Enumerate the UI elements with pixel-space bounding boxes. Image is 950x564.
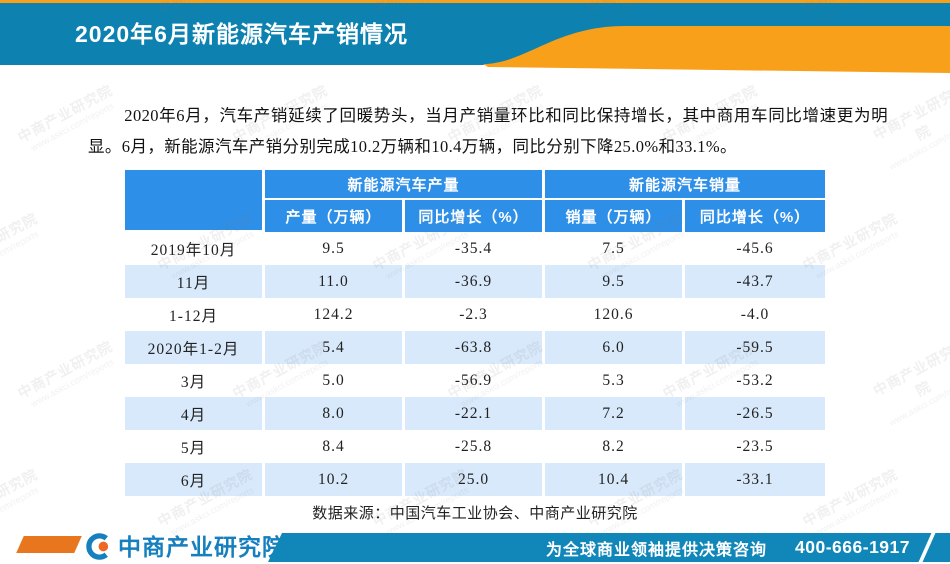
table-column-header-row: 产量（万辆） 同比增长（%） 销量（万辆） 同比增长（%）	[125, 200, 826, 232]
footer-phone-number: 400-666-1917	[795, 537, 910, 557]
sales-cell: 5.3	[545, 364, 686, 397]
period-cell: 4月	[125, 397, 265, 430]
period-cell: 2019年10月	[125, 232, 265, 265]
sales-yoy-cell: -33.1	[685, 463, 826, 496]
sales-cell: 7.5	[545, 232, 686, 265]
table-row: 4月 8.0 -22.1 7.2 -26.5	[125, 397, 826, 430]
prod-yoy-cell: -25.8	[405, 430, 546, 463]
intro-paragraph: 2020年6月，汽车产销延续了回暖势头，当月产销量环比和同比保持增长，其中商用车…	[88, 106, 888, 156]
prod-cell: 11.0	[265, 265, 405, 298]
table-row: 1-12月 124.2 -2.3 120.6 -4.0	[125, 298, 826, 331]
top-accent-strip	[0, 0, 950, 3]
period-cell: 3月	[125, 364, 265, 397]
table-row: 5月 8.4 -25.8 8.2 -23.5	[125, 430, 826, 463]
table-row: 3月 5.0 -56.9 5.3 -53.2	[125, 364, 826, 397]
prod-cell: 5.0	[265, 364, 405, 397]
period-cell: 11月	[125, 265, 265, 298]
table-row: 2019年10月 9.5 -35.4 7.5 -45.6	[125, 232, 826, 265]
sales-cell: 8.2	[545, 430, 686, 463]
col-header-prod-volume: 产量（万辆）	[265, 200, 405, 232]
prod-cell: 9.5	[265, 232, 405, 265]
group-header-sales: 新能源汽车销量	[545, 170, 826, 200]
sales-cell: 7.2	[545, 397, 686, 430]
sales-cell: 10.4	[545, 463, 686, 496]
prod-cell: 10.2	[265, 463, 405, 496]
table-row: 6月 10.2 25.0 10.4 -33.1	[125, 463, 826, 496]
sales-cell: 120.6	[545, 298, 686, 331]
page-title: 2020年6月新能源汽车产销情况	[75, 21, 408, 47]
period-cell: 2020年1-2月	[125, 331, 265, 364]
sales-yoy-cell: -26.5	[685, 397, 826, 430]
sales-cell: 9.5	[545, 265, 686, 298]
group-header-production: 新能源汽车产量	[265, 170, 546, 200]
period-cell: 1-12月	[125, 298, 265, 331]
prod-cell: 124.2	[265, 298, 405, 331]
prod-yoy-cell: -2.3	[405, 298, 546, 331]
prod-yoy-cell: -36.9	[405, 265, 546, 298]
footer-slogan: 为全球商业领袖提供决策咨询	[546, 541, 768, 559]
period-cell: 5月	[125, 430, 265, 463]
production-sales-table: 新能源汽车产量 新能源汽车销量 产量（万辆） 同比增长（%） 销量（万辆） 同比…	[125, 170, 826, 496]
brand-name: 中商产业研究院	[118, 534, 286, 560]
prod-yoy-cell: 25.0	[405, 463, 546, 496]
period-cell: 6月	[125, 463, 265, 496]
sales-yoy-cell: -23.5	[685, 430, 826, 463]
col-header-sales-yoy: 同比增长（%）	[685, 200, 826, 232]
prod-cell: 8.0	[265, 397, 405, 430]
askci-logo-icon	[86, 533, 113, 560]
sales-cell: 6.0	[545, 331, 686, 364]
table-row: 11月 11.0 -36.9 9.5 -43.7	[125, 265, 826, 298]
header-swoosh-shape	[483, 26, 950, 73]
col-header-sales-volume: 销量（万辆）	[545, 200, 686, 232]
prod-yoy-cell: -56.9	[405, 364, 546, 397]
table-corner-cell	[125, 170, 265, 232]
prod-cell: 5.4	[265, 331, 405, 364]
footer: 中商产业研究院 为全球商业领袖提供决策咨询 400-666-1917	[0, 531, 950, 564]
data-source-note: 数据来源：中国汽车工业协会、中商产业研究院	[312, 506, 638, 522]
footer-orange-accent	[16, 536, 82, 553]
table-row: 2020年1-2月 5.4 -63.8 6.0 -59.5	[125, 331, 826, 364]
footer-contact-bar: 为全球商业领袖提供决策咨询 400-666-1917	[268, 533, 950, 562]
prod-yoy-cell: -35.4	[405, 232, 546, 265]
prod-yoy-cell: -22.1	[405, 397, 546, 430]
sales-yoy-cell: -43.7	[685, 265, 826, 298]
prod-yoy-cell: -63.8	[405, 331, 546, 364]
table-group-header-row: 新能源汽车产量 新能源汽车销量	[125, 170, 826, 232]
sales-yoy-cell: -59.5	[685, 331, 826, 364]
sales-yoy-cell: -45.6	[685, 232, 826, 265]
sales-yoy-cell: -4.0	[685, 298, 826, 331]
sales-yoy-cell: -53.2	[685, 364, 826, 397]
col-header-prod-yoy: 同比增长（%）	[405, 200, 546, 232]
prod-cell: 8.4	[265, 430, 405, 463]
